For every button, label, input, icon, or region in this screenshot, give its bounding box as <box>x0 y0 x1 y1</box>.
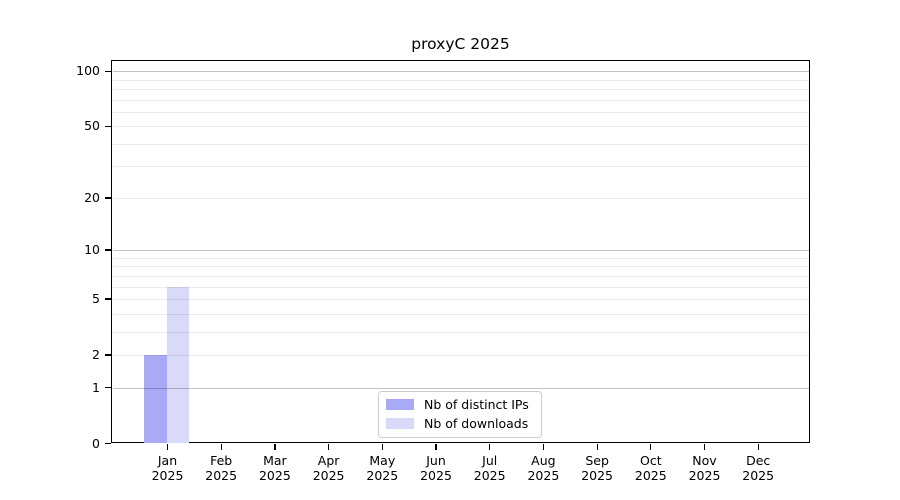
x-tick-label: Apr 2025 <box>297 453 361 484</box>
gridline-minor <box>112 257 809 259</box>
y-tick-mark <box>104 298 111 300</box>
legend: Nb of distinct IPs Nb of downloads <box>378 391 542 438</box>
x-tick-year: 2025 <box>473 468 506 483</box>
x-tick-year: 2025 <box>151 468 184 483</box>
gridline-minor <box>112 354 809 356</box>
x-tick-year: 2025 <box>634 468 667 483</box>
x-tick-label: Jul 2025 <box>458 453 522 484</box>
x-tick-mark <box>166 443 169 450</box>
y-tick-mark <box>104 386 111 389</box>
y-tick-mark <box>104 249 111 251</box>
legend-item-downloads: Nb of downloads <box>386 416 534 431</box>
gridline-minor <box>112 286 809 288</box>
y-tick-mark <box>104 70 111 72</box>
gridline-minor <box>112 99 809 101</box>
gridline-minor <box>112 275 809 277</box>
legend-swatch-distinct-ips-icon <box>386 399 414 410</box>
x-tick-label: Dec 2025 <box>726 453 790 484</box>
gridline-minor <box>112 197 809 199</box>
y-tick-label: 5 <box>92 290 100 306</box>
x-tick-label: Mar 2025 <box>243 453 307 484</box>
legend-swatch-downloads-icon <box>386 418 414 429</box>
x-tick-mark <box>757 443 759 450</box>
x-tick-mark <box>596 443 598 450</box>
gridline-minor <box>112 266 809 268</box>
gridline-minor <box>112 79 809 81</box>
x-tick-year: 2025 <box>312 468 345 483</box>
x-tick-label: May 2025 <box>350 453 414 484</box>
gridline-minor <box>112 111 809 113</box>
x-tick-month: Sep <box>585 452 609 468</box>
y-tick-label: 20 <box>84 189 100 205</box>
gridline-major <box>112 71 809 73</box>
gridline-minor <box>112 313 809 315</box>
x-tick-label: Jun 2025 <box>404 453 468 484</box>
x-tick-mark <box>435 443 437 450</box>
x-tick-mark <box>381 443 383 450</box>
x-tick-label: Oct 2025 <box>619 453 683 484</box>
x-tick-year: 2025 <box>258 468 291 483</box>
y-tick-label: 100 <box>76 63 100 79</box>
x-tick-year: 2025 <box>688 468 721 483</box>
x-tick-label: Jan 2025 <box>136 453 200 484</box>
y-tick-label: 50 <box>84 118 100 134</box>
x-tick-label: Sep 2025 <box>565 453 629 484</box>
x-tick-month: Apr <box>317 452 340 468</box>
y-tick-mark <box>104 125 111 127</box>
gridline-minor <box>112 143 809 145</box>
x-tick-month: Mar <box>263 452 287 468</box>
x-tick-mark <box>489 443 491 450</box>
x-tick-month: Jul <box>482 452 498 468</box>
x-tick-label: Feb 2025 <box>189 453 253 484</box>
x-tick-mark <box>542 443 545 450</box>
x-tick-year: 2025 <box>581 468 613 483</box>
x-tick-year: 2025 <box>205 468 238 483</box>
bar-distinct-ips <box>144 354 167 444</box>
bar-downloads <box>166 286 189 444</box>
x-tick-year: 2025 <box>742 468 775 483</box>
x-tick-month: Jun <box>426 452 446 468</box>
plot-area <box>111 60 810 443</box>
y-tick-label: 0 <box>92 435 100 451</box>
legend-item-distinct-ips: Nb of distinct IPs <box>386 397 534 412</box>
x-tick-mark <box>328 443 330 450</box>
y-tick-label: 2 <box>92 346 100 362</box>
y-tick-mark <box>104 197 111 199</box>
x-tick-month: Jan <box>157 452 178 468</box>
x-tick-label: Aug 2025 <box>511 453 575 484</box>
gridline-minor <box>112 88 809 90</box>
x-tick-mark <box>220 443 222 450</box>
x-tick-month: Dec <box>746 452 771 468</box>
x-tick-mark <box>703 443 706 450</box>
x-tick-year: 2025 <box>420 468 452 483</box>
x-tick-month: Aug <box>531 452 556 468</box>
gridline-major <box>112 387 809 389</box>
y-tick-label: 10 <box>84 242 100 258</box>
gridline-minor <box>112 298 809 300</box>
legend-label-distinct-ips: Nb of distinct IPs <box>424 397 529 412</box>
x-tick-mark <box>650 443 652 450</box>
x-tick-year: 2025 <box>527 468 560 483</box>
x-tick-year: 2025 <box>366 468 399 483</box>
x-tick-month: May <box>369 452 396 468</box>
x-tick-month: Oct <box>639 452 662 468</box>
gridline-minor <box>112 166 809 168</box>
y-tick-mark <box>104 442 111 445</box>
gridline-minor <box>112 126 809 128</box>
x-tick-month: Nov <box>692 452 717 468</box>
x-tick-label: Nov 2025 <box>673 453 737 484</box>
gridline-major <box>112 250 809 252</box>
legend-label-downloads: Nb of downloads <box>424 416 529 431</box>
chart-title: proxyC 2025 <box>411 35 510 53</box>
y-tick-mark <box>104 354 111 356</box>
gridline-minor <box>112 331 809 333</box>
x-tick-month: Feb <box>210 452 233 468</box>
y-tick-label: 1 <box>92 379 100 395</box>
x-tick-mark <box>274 443 276 450</box>
